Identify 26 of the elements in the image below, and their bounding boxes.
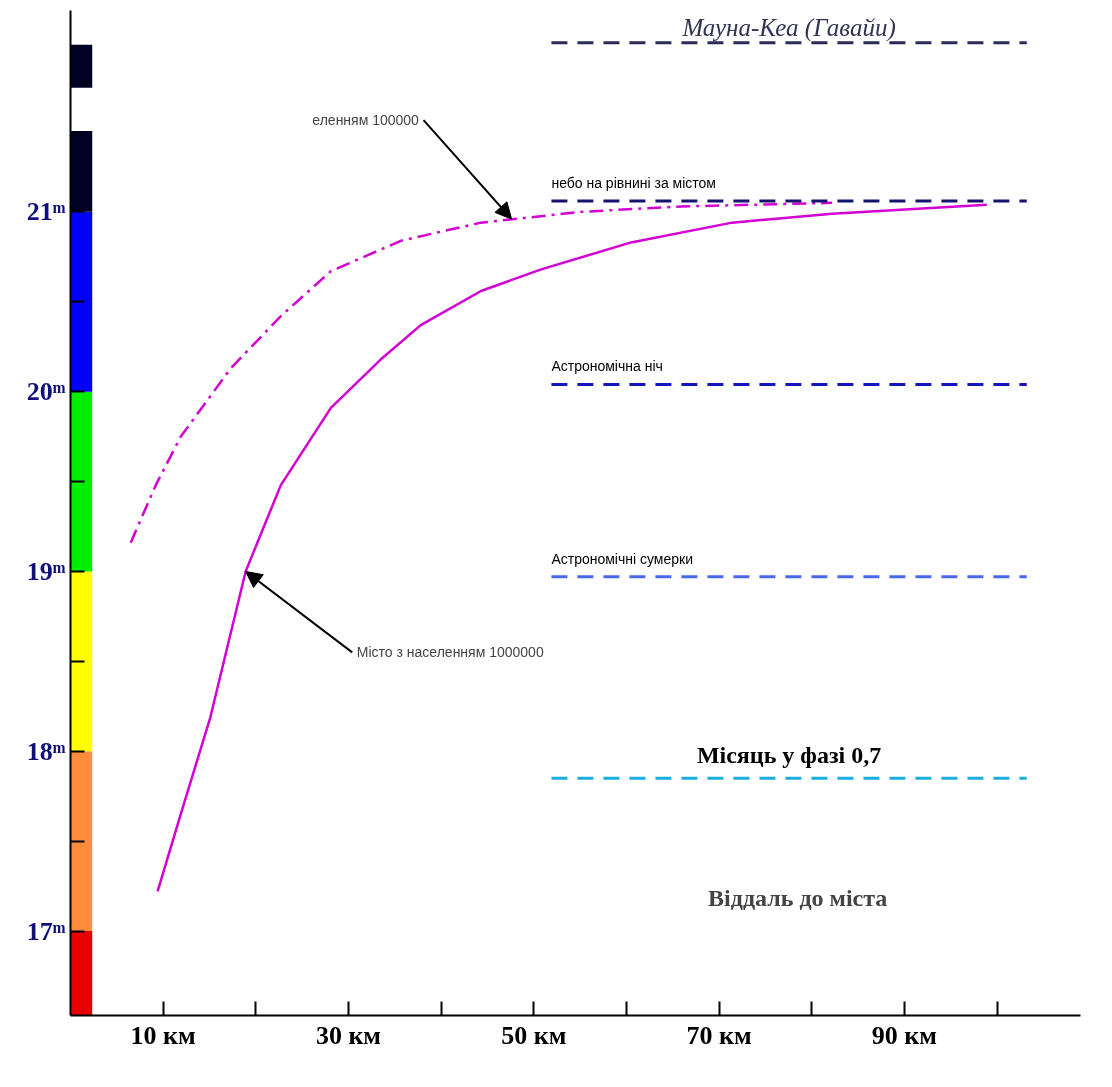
bar xyxy=(71,211,93,392)
series-label: Астрономічні сумерки xyxy=(551,550,693,567)
series-label: Місяць у фазі 0,7 xyxy=(696,742,882,769)
x-tick-label: 90 км xyxy=(871,1020,938,1050)
x-tick-label: 30 км xyxy=(315,1020,382,1050)
series-label: Мауна-Кеа (Гавайи) xyxy=(681,13,896,42)
bar xyxy=(71,130,93,212)
x-tick-label: 10 км xyxy=(130,1020,196,1050)
bar xyxy=(71,931,93,1016)
y-tick-label: 20ᵐ xyxy=(26,377,66,407)
y-tick-label: 17ᵐ xyxy=(26,916,66,946)
series-label: Астрономічна ніч xyxy=(551,358,663,375)
y-tick-label: 21ᵐ xyxy=(26,197,66,227)
line-series xyxy=(129,201,834,544)
y-tick-label: 19ᵐ xyxy=(26,556,66,586)
bar xyxy=(71,571,93,752)
series-label: небо на рівнині за містом xyxy=(551,175,716,192)
bar xyxy=(71,751,93,931)
x-axis-title: Віддаль до міста xyxy=(708,884,888,911)
annotation: Місто з населенням 1000000 xyxy=(356,644,544,661)
bar xyxy=(71,44,93,88)
x-tick-label: 70 км xyxy=(686,1020,752,1050)
annotation: еленням 100000 xyxy=(312,112,420,129)
bar xyxy=(71,391,93,572)
x-tick-label: 50 км xyxy=(501,1020,567,1050)
y-tick-label: 18ᵐ xyxy=(26,736,66,766)
